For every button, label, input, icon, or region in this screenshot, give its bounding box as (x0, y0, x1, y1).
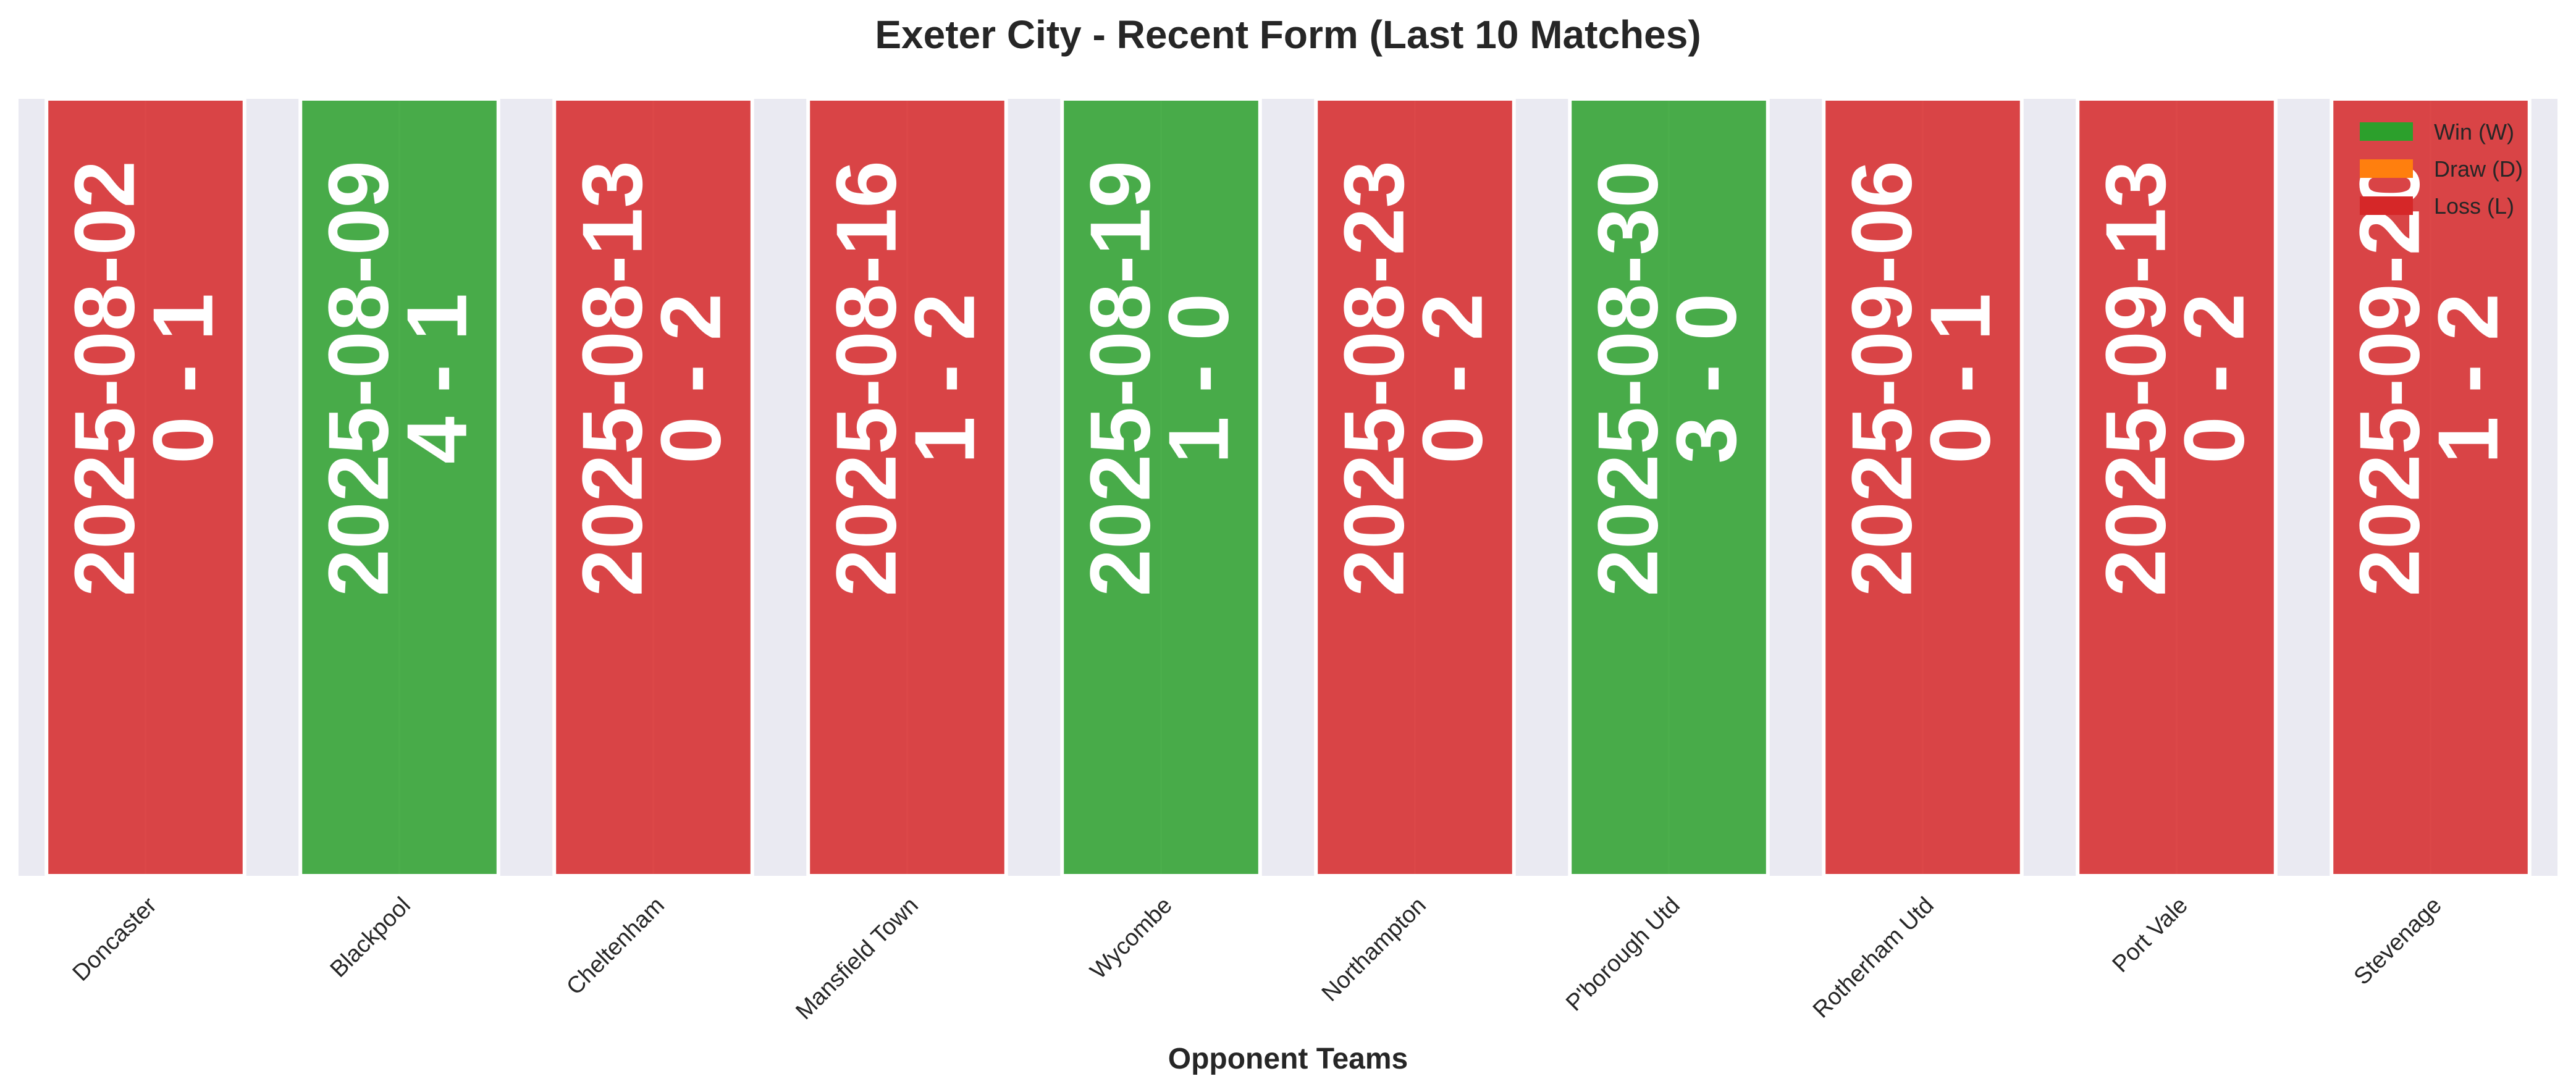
x-tick-label: Wycombe (1085, 892, 1177, 985)
bar-label-date: 2025-08-16 (819, 161, 914, 597)
bar-label: 2025-09-201 - 2 (2342, 161, 2516, 597)
bar-label-date: 2025-08-19 (1073, 161, 1168, 597)
bar-mansfield-town (806, 97, 1008, 878)
legend-label: Win (W) (2434, 119, 2514, 145)
x-tick-label: Mansfield Town (791, 892, 923, 1025)
x-axis-label: Opponent Teams (1168, 1043, 1408, 1075)
x-tick-label: Northampton (1317, 892, 1431, 1007)
bar-label-score: 1 - 0 (1151, 293, 1247, 464)
bar-label: 2025-09-130 - 2 (2089, 161, 2262, 597)
bar-label-date: 2025-08-13 (565, 161, 660, 597)
bar-label: 2025-08-020 - 1 (57, 161, 231, 597)
x-tick-label: Stevenage (2349, 892, 2447, 990)
bar-label-score: 0 - 2 (644, 293, 739, 464)
bar-northampton (1314, 97, 1516, 878)
bar-label-score: 1 - 2 (898, 293, 993, 464)
x-tick-label: Doncaster (68, 892, 162, 986)
legend-swatch (2360, 159, 2413, 178)
bar-wycombe (1060, 97, 1262, 878)
bar-label-date: 2025-09-20 (2342, 161, 2438, 597)
bar-doncaster (44, 97, 246, 878)
legend-swatch (2360, 122, 2413, 141)
bar-label-date: 2025-08-23 (1327, 161, 1422, 597)
bar-label-score: 0 - 1 (136, 293, 231, 464)
legend-label: Draw (D) (2434, 156, 2523, 182)
bars (44, 97, 2532, 878)
bar-label-date: 2025-09-13 (2089, 161, 2184, 597)
bar-blackpool (298, 97, 500, 878)
bar-label: 2025-08-094 - 1 (311, 161, 485, 597)
x-tick-label: P'borough Utd (1561, 892, 1685, 1017)
legend-label: Loss (L) (2434, 193, 2514, 219)
bar-label: 2025-08-303 - 0 (1581, 161, 1754, 597)
bar-label-date: 2025-08-02 (57, 161, 153, 597)
bar-label: 2025-08-130 - 2 (565, 161, 739, 597)
bar-label-score: 0 - 2 (2167, 293, 2262, 464)
bar-stevenage (2330, 97, 2532, 878)
chart-title: Exeter City - Recent Form (Last 10 Match… (875, 12, 1701, 57)
x-tick-label: Cheltenham (562, 892, 670, 1001)
x-tick-label: Blackpool (326, 892, 416, 983)
bar-label-date: 2025-08-09 (311, 161, 406, 597)
x-tick-labels: Doncaster Blackpool Cheltenham Mansfield To… (68, 892, 2447, 1025)
bar-label: 2025-08-230 - 2 (1327, 161, 1501, 597)
bar-port-vale (2076, 97, 2278, 878)
bar-label-score: 3 - 0 (1659, 293, 1754, 464)
bar-rotherham-utd (1822, 97, 2024, 878)
bar-label-score: 4 - 1 (390, 293, 485, 464)
bar-label-score: 1 - 2 (2421, 293, 2516, 464)
bar-labels: 2025-08-020 - 1 2025-08-094 - 1 2025-08-13… (57, 161, 2516, 597)
x-tick-label: Port Vale (2108, 892, 2193, 978)
bar-label-score: 0 - 1 (1913, 293, 2008, 464)
legend: Win (W) Draw (D) Loss (L) (2360, 119, 2523, 219)
bar-label: 2025-08-161 - 2 (819, 161, 993, 597)
bar-label: 2025-08-191 - 0 (1073, 161, 1247, 597)
bar-label-date: 2025-09-06 (1835, 161, 1930, 597)
legend-swatch (2360, 196, 2413, 215)
bar-p-borough-utd (1568, 97, 1770, 878)
bar-label-date: 2025-08-30 (1581, 161, 1676, 597)
x-tick-label: Rotherham Utd (1808, 892, 1939, 1023)
bar-label: 2025-09-060 - 1 (1835, 161, 2008, 597)
bar-cheltenham (552, 97, 754, 878)
bar-label-score: 0 - 2 (1405, 293, 1501, 464)
